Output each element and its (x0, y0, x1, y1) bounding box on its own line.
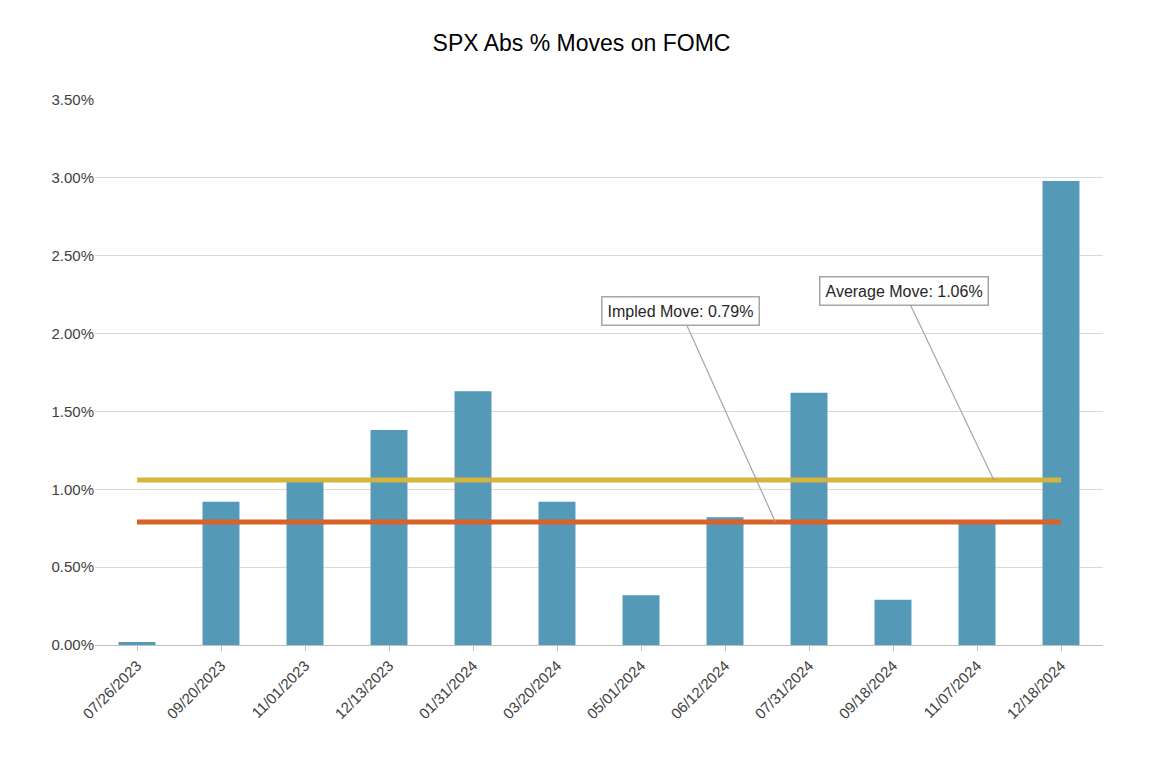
svg-text:SPX Abs % Moves on FOMC: SPX Abs % Moves on FOMC (433, 30, 731, 56)
svg-text:07/26/2023: 07/26/2023 (79, 657, 144, 722)
svg-text:12/18/2024: 12/18/2024 (1003, 657, 1068, 722)
svg-text:1.00%: 1.00% (51, 481, 94, 498)
svg-text:01/31/2024: 01/31/2024 (415, 657, 480, 722)
svg-text:0.00%: 0.00% (51, 636, 94, 653)
svg-text:06/12/2024: 06/12/2024 (667, 657, 732, 722)
svg-text:12/13/2023: 12/13/2023 (331, 657, 396, 722)
svg-text:07/31/2024: 07/31/2024 (751, 657, 816, 722)
svg-text:09/18/2024: 09/18/2024 (835, 657, 900, 722)
svg-text:3.00%: 3.00% (51, 169, 94, 186)
svg-text:05/01/2024: 05/01/2024 (583, 657, 648, 722)
svg-text:Average Move: 1.06%: Average Move: 1.06% (826, 283, 983, 300)
svg-text:Impled Move: 0.79%: Impled Move: 0.79% (608, 303, 754, 320)
svg-text:11/07/2024: 11/07/2024 (920, 657, 984, 721)
svg-text:3.50%: 3.50% (51, 91, 94, 108)
svg-text:11/01/2023: 11/01/2023 (248, 657, 312, 721)
svg-text:2.50%: 2.50% (51, 247, 94, 264)
svg-text:1.50%: 1.50% (51, 403, 94, 420)
svg-text:09/20/2023: 09/20/2023 (163, 657, 228, 722)
svg-text:2.00%: 2.00% (51, 325, 94, 342)
svg-text:0.50%: 0.50% (51, 558, 94, 575)
svg-text:03/20/2024: 03/20/2024 (499, 657, 564, 722)
